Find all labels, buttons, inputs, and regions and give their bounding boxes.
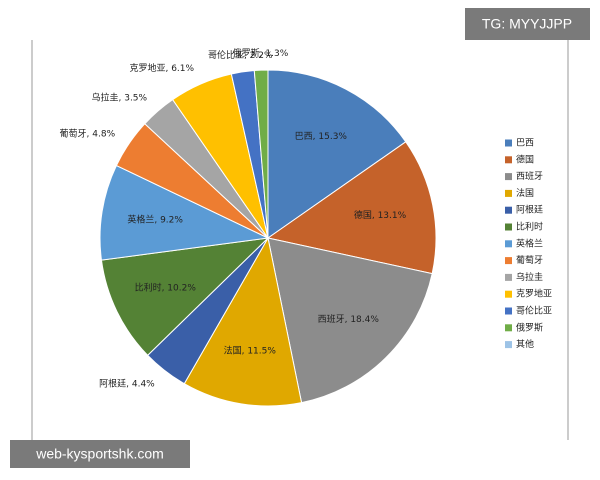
legend-swatch <box>505 341 512 349</box>
legend-label: 巴西 <box>516 138 534 149</box>
data-label: 克罗地亚, 6.1% <box>129 62 194 74</box>
data-label: 巴西, 15.3% <box>295 131 348 142</box>
legend-swatch <box>505 189 512 197</box>
legend-swatch <box>505 307 512 315</box>
pie-slice <box>267 237 433 404</box>
legend-swatch <box>505 223 512 231</box>
legend-label: 哥伦比亚 <box>516 305 552 317</box>
legend-swatch <box>505 173 512 181</box>
legend-swatch <box>505 156 512 164</box>
watermark-box <box>465 8 590 40</box>
pie-slice <box>267 69 407 239</box>
legend-label: 阿根廷 <box>516 204 543 216</box>
legend-swatch <box>505 290 512 298</box>
pie-slice <box>266 141 437 275</box>
data-label: 法国, 11.5% <box>224 344 277 356</box>
watermark: TG: MYYJJPP <box>482 16 572 32</box>
data-label: 阿根廷, 4.4% <box>99 378 155 390</box>
legend-swatch <box>505 273 512 281</box>
data-label: 英格兰, 9.2% <box>127 214 183 226</box>
watermark-box <box>10 440 190 468</box>
legend-label: 俄罗斯 <box>516 321 543 333</box>
legend-swatch <box>505 206 512 214</box>
data-label: 西班牙, 18.4% <box>318 313 380 325</box>
legend-label: 葡萄牙 <box>516 254 543 266</box>
legend-label: 德国 <box>516 153 534 165</box>
legend-label: 克罗地亚 <box>516 288 552 300</box>
legend-label: 法国 <box>516 187 534 199</box>
pie-slice <box>253 69 269 239</box>
data-label: 俄罗斯, 1.3% <box>233 47 289 59</box>
legend-swatch <box>505 139 512 147</box>
pie-slice <box>183 236 303 407</box>
legend-label: 西班牙 <box>516 170 543 182</box>
data-label: 乌拉圭, 3.5% <box>92 92 148 104</box>
data-label: 比利时, 10.2% <box>135 281 197 293</box>
data-label: 哥伦比亚, 2.2% <box>208 49 273 61</box>
data-label: 葡萄牙, 4.8% <box>60 128 116 140</box>
watermark: web-kysportshk.com <box>35 446 164 462</box>
legend-swatch <box>505 240 512 248</box>
legend-label: 英格兰 <box>516 237 543 249</box>
legend-swatch <box>505 324 512 332</box>
legend-label: 乌拉圭 <box>516 271 543 283</box>
pie-slice <box>100 237 270 356</box>
legend-swatch <box>505 257 512 265</box>
data-label: 德国, 13.1% <box>354 209 407 221</box>
pie-slice <box>99 164 270 261</box>
legend-label: 比利时 <box>516 221 543 233</box>
legend-label: 其他 <box>516 338 534 350</box>
